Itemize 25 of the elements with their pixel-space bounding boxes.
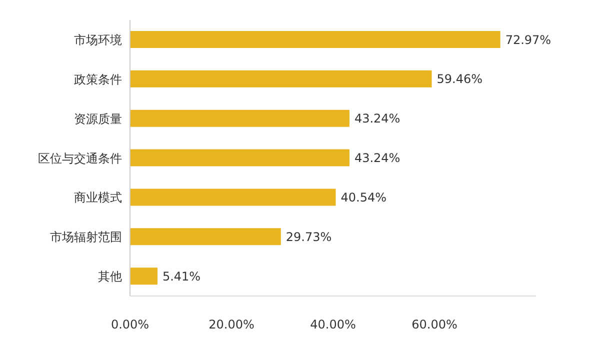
data-label: 29.73% — [286, 230, 332, 244]
data-label: 5.41% — [162, 269, 201, 284]
bar — [130, 31, 500, 48]
bar — [130, 188, 336, 206]
bar — [130, 228, 281, 246]
bar — [130, 70, 432, 88]
data-label: 72.97% — [505, 32, 552, 47]
x-tick-label: 40.00% — [310, 318, 356, 332]
y-tick-label: 商业模式 — [74, 190, 122, 205]
y-tick-label: 市场环境 — [74, 32, 122, 47]
y-tick-label: 政策条件 — [74, 72, 122, 86]
y-tick-label: 市场辐射范围 — [50, 230, 122, 244]
bar — [130, 149, 350, 166]
x-tick-label: 60.00% — [412, 318, 458, 332]
data-label: 40.54% — [340, 190, 387, 204]
x-tick-label: 20.00% — [208, 318, 254, 332]
x-tick-label: 0.00% — [110, 318, 150, 332]
y-tick-label: 区位与交通条件 — [38, 151, 122, 166]
y-tick-label: 资源质量 — [74, 112, 122, 126]
y-tick-label: 其他 — [98, 270, 122, 284]
data-label: 43.24% — [354, 151, 400, 166]
data-label: 59.46% — [436, 72, 483, 86]
data-label: 43.24% — [354, 112, 400, 126]
bar — [130, 268, 158, 285]
bar — [130, 110, 350, 127]
